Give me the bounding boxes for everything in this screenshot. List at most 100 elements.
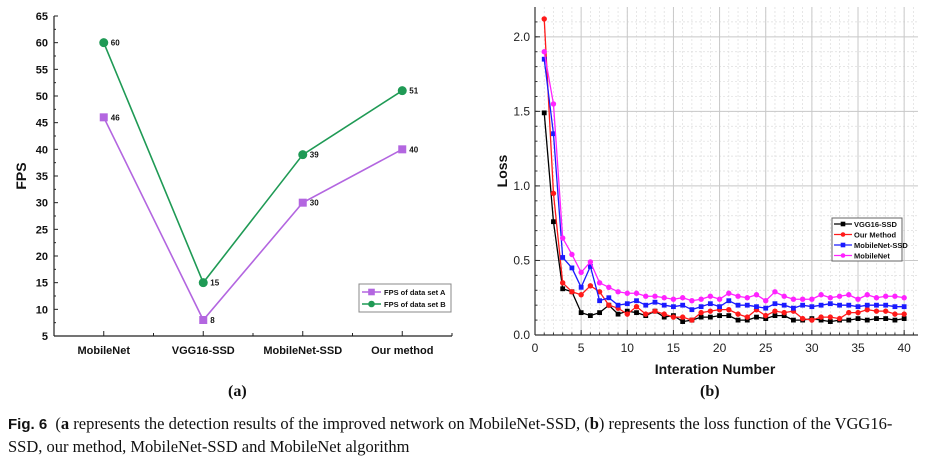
panel-a-label: (a) xyxy=(228,383,247,400)
data-point-1 xyxy=(198,278,208,288)
data-point-0 xyxy=(541,110,547,116)
data-point-3 xyxy=(716,296,723,302)
data-label: 15 xyxy=(210,279,219,288)
series-line-2 xyxy=(543,59,905,311)
data-point-2 xyxy=(726,298,732,304)
y-axis-label: Loss xyxy=(494,154,510,187)
data-point-0 xyxy=(578,310,584,316)
data-point-0 xyxy=(661,314,667,320)
x-tick-label: 40 xyxy=(897,341,911,355)
y-tick-label: 15 xyxy=(36,278,48,290)
data-point-2 xyxy=(883,302,889,308)
legend-marker xyxy=(840,232,846,237)
data-label: 30 xyxy=(310,199,319,208)
data-point-3 xyxy=(578,269,584,276)
data-point-3 xyxy=(836,293,843,299)
data-point-2 xyxy=(624,301,630,307)
data-point-2 xyxy=(846,302,852,308)
y-tick-label: 45 xyxy=(36,118,48,130)
data-point-3 xyxy=(882,293,889,299)
data-point-1 xyxy=(397,86,407,96)
data-point-0 xyxy=(855,316,861,321)
data-point-0 xyxy=(717,313,722,319)
x-tick-label: MobileNet xyxy=(77,345,130,357)
data-point-1 xyxy=(799,315,806,322)
data-point-2 xyxy=(735,302,741,308)
caption-text-1: represents the detection results of the … xyxy=(69,414,590,433)
x-tick-label: MobileNet-SSD xyxy=(263,345,342,357)
data-point-2 xyxy=(855,304,861,310)
data-point-3 xyxy=(624,290,630,296)
data-point-2 xyxy=(892,304,898,310)
data-point-2 xyxy=(541,56,547,62)
data-point-2 xyxy=(698,304,704,310)
data-point-0 xyxy=(615,311,621,317)
data-point-2 xyxy=(791,305,796,311)
data-point-3 xyxy=(606,284,612,290)
data-point-3 xyxy=(541,49,547,55)
data-point-0 xyxy=(781,313,787,319)
y-axis-label: FPS xyxy=(13,162,29,189)
data-point-1 xyxy=(298,150,308,160)
data-point-1 xyxy=(689,317,695,323)
legend-label: MobileNet xyxy=(854,251,890,260)
legend-label: MobileNet-SSD xyxy=(854,241,908,250)
data-point-1 xyxy=(873,308,880,314)
data-point-3 xyxy=(892,293,898,299)
legend-marker xyxy=(840,221,846,227)
legend-box xyxy=(358,283,452,313)
data-point-0 xyxy=(846,317,852,323)
data-point-2 xyxy=(680,302,686,308)
x-tick-label: 35 xyxy=(851,341,865,355)
data-label: 39 xyxy=(310,151,319,160)
data-label: 46 xyxy=(111,113,120,122)
y-tick-label: 55 xyxy=(36,64,48,76)
loss-chart: 0.0 0.5 1.0 1.5 2.0 0 5 10 15 20 25 30 35 40 Interatio… xyxy=(494,7,918,377)
data-point-1 xyxy=(550,190,557,197)
x-axis-label: Interation Number xyxy=(655,361,776,377)
data-point-3 xyxy=(559,235,566,241)
data-point-0 xyxy=(883,316,889,321)
data-point-1 xyxy=(652,308,658,314)
data-point-1 xyxy=(707,308,714,314)
y-tick-label: 0.5 xyxy=(513,253,530,267)
data-point-3 xyxy=(781,293,787,299)
data-point-3 xyxy=(698,296,704,302)
data-point-0 xyxy=(726,313,732,319)
data-point-1 xyxy=(744,314,750,320)
data-point-3 xyxy=(846,292,852,298)
x-tick-label: 15 xyxy=(667,341,681,355)
data-point-1 xyxy=(827,314,834,320)
data-point-2 xyxy=(689,307,695,313)
data-point-0 xyxy=(298,198,307,207)
data-point-2 xyxy=(671,304,676,310)
data-label: 40 xyxy=(409,145,418,154)
data-point-3 xyxy=(587,259,594,265)
data-point-2 xyxy=(597,298,603,304)
data-label: 60 xyxy=(111,39,120,48)
y-tick-label: 5 xyxy=(42,331,48,343)
data-point-2 xyxy=(827,301,833,307)
data-point-0 xyxy=(560,286,566,292)
y-tick-label: 2.0 xyxy=(513,30,530,44)
data-point-2 xyxy=(837,302,842,308)
data-point-2 xyxy=(661,302,667,308)
data-point-1 xyxy=(772,308,778,314)
caption-text-2: ) represents the loss function of the VG… xyxy=(8,414,893,456)
data-point-2 xyxy=(569,265,575,271)
data-point-0 xyxy=(99,113,108,122)
data-point-3 xyxy=(818,292,824,298)
data-point-3 xyxy=(550,101,557,107)
data-point-3 xyxy=(744,295,750,301)
data-point-1 xyxy=(578,292,584,298)
data-point-2 xyxy=(587,264,593,269)
data-point-2 xyxy=(800,302,806,308)
legend-label: FPS of data set A xyxy=(384,288,446,297)
series-line-1 xyxy=(543,18,905,321)
x-tick-label: VGG16-SSD xyxy=(172,345,235,357)
data-point-2 xyxy=(707,301,713,307)
data-point-1 xyxy=(901,311,907,317)
y-tick-label: 60 xyxy=(36,38,48,50)
data-point-3 xyxy=(809,296,815,302)
data-point-0 xyxy=(791,317,796,323)
